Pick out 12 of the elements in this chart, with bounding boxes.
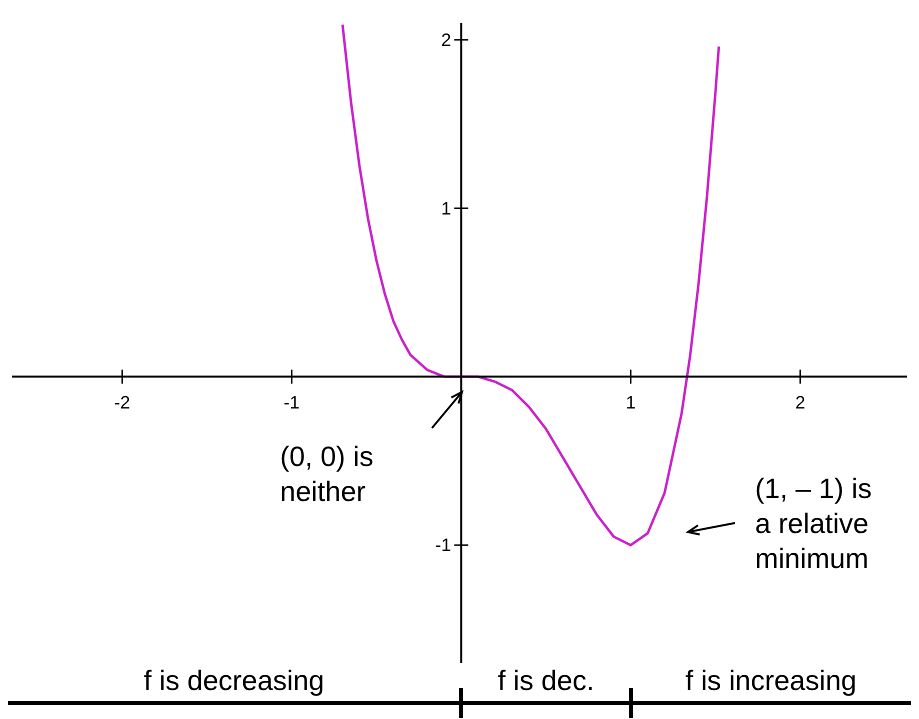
x-tick-label: -1 <box>284 392 300 413</box>
text: f is dec. <box>498 665 594 696</box>
text: f is decreasing <box>144 665 324 696</box>
x-tick-label: 1 <box>626 392 636 413</box>
x-tick-label: 2 <box>795 392 806 413</box>
y-tick-label: -1 <box>435 535 452 556</box>
y-tick-label: 1 <box>441 198 452 218</box>
y-tick-label: 2 <box>441 30 452 50</box>
x-tick-label: -2 <box>114 392 130 413</box>
text: f is increasing <box>685 665 857 696</box>
annotation: (1, – 1) is a relative minimum <box>755 473 872 574</box>
annotation: (0, 0) is neither <box>280 441 374 507</box>
